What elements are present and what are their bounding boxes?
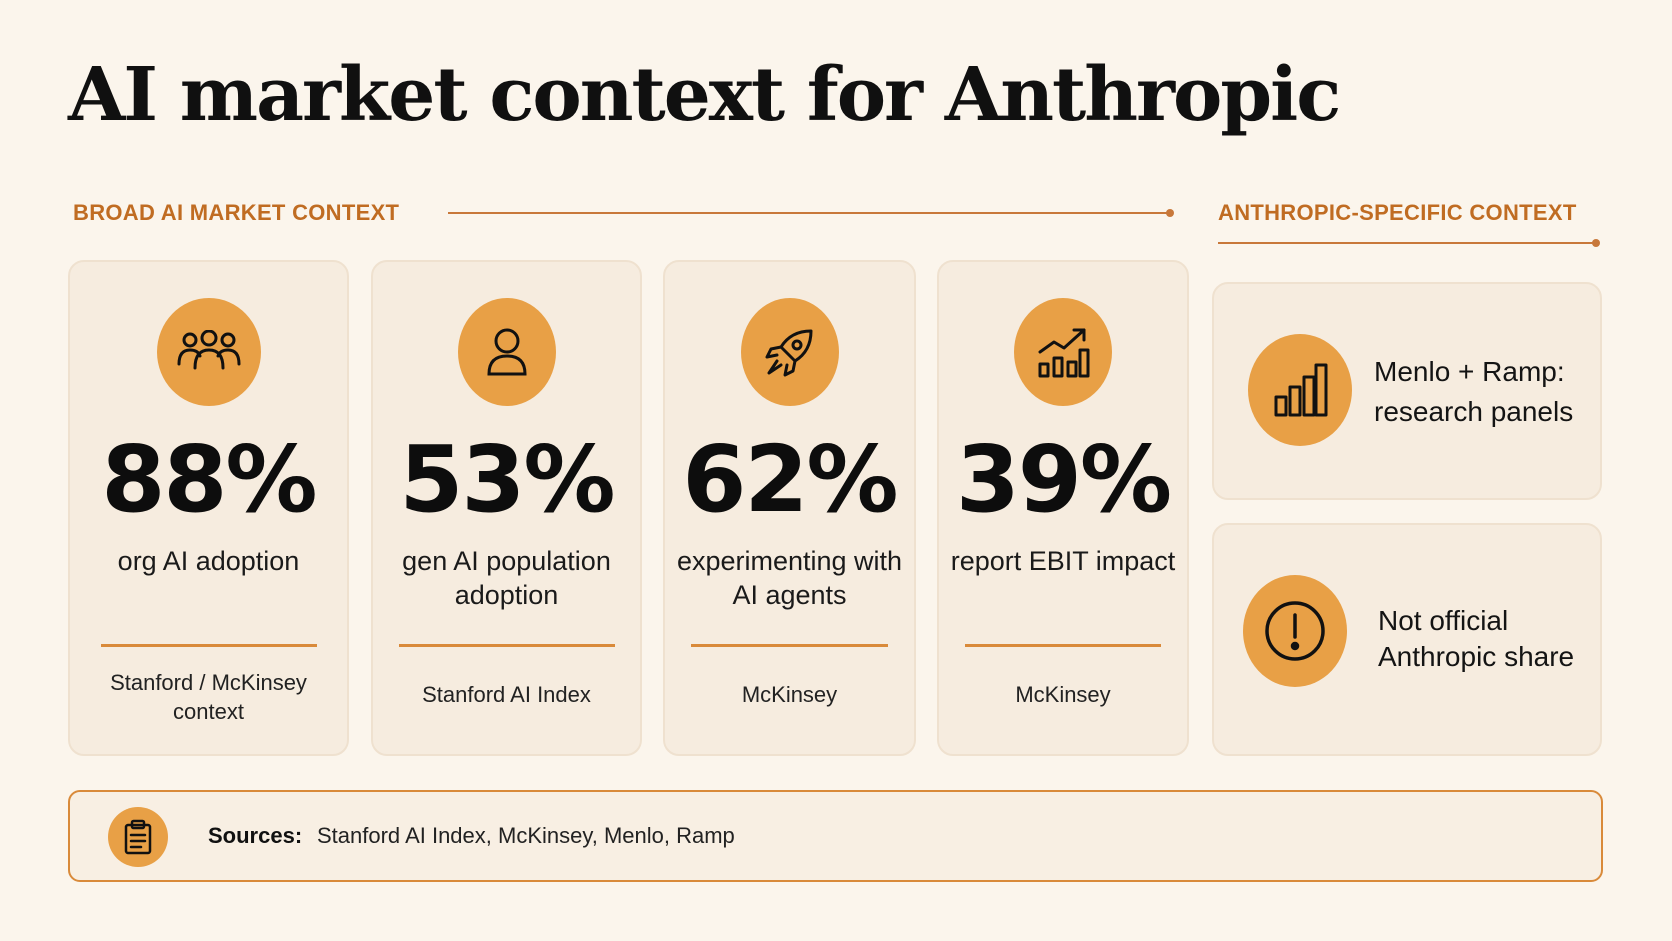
stat-description: org AI adoption [117,546,300,576]
person-icon [457,298,556,406]
stat-source: Stanford AI Index [422,682,591,707]
section-label-broad: BROAD AI MARKET CONTEXT [73,200,400,225]
stat-value: 88% [101,426,317,533]
stat-card-gen-ai-adoption: 53% gen AI population adoption Stanford … [371,260,642,756]
rocket-icon [740,298,839,406]
stat-description: experimenting with AI agents [676,546,903,610]
sources-bar: Sources: Stanford AI Index, McKinsey, Me… [68,790,1603,882]
exclamation-icon [1243,575,1347,687]
stat-description: gen AI population adoption [402,546,611,610]
clipboard-icon [108,807,168,867]
stat-card-org-adoption: 88% org AI adoption Stanford / McKinsey … [68,260,349,756]
stat-value: 53% [399,426,615,533]
side-card-research-panels: Menlo + Ramp: research panels [1212,282,1602,500]
divider [399,644,615,647]
stat-source: McKinsey [741,682,838,707]
stat-source: McKinsey [1015,682,1111,707]
page-title: AI market context for Anthropic [68,52,1341,138]
stat-value: 62% [682,426,898,533]
divider [691,644,888,647]
side-card-not-official-share: Not official Anthropic share [1212,523,1602,756]
stat-card-ebit-impact: 39% report EBIT impact McKinsey [937,260,1189,756]
stat-source: Stanford / McKinsey context [110,670,307,724]
sources-label: Sources: [208,823,303,848]
people-group-icon [156,298,261,406]
section-rule-broad [448,209,1174,217]
stat-description: report EBIT impact [950,546,1176,576]
growth-chart-icon [1014,298,1112,406]
sources-text: Stanford AI Index, McKinsey, Menlo, Ramp [317,823,735,848]
side-card-label: Menlo + Ramp: research panels [1374,356,1574,427]
section-label-specific: ANTHROPIC-SPECIFIC CONTEXT [1218,200,1577,225]
stat-value: 39% [955,426,1172,533]
divider [965,644,1161,647]
stat-card-ai-agents: 62% experimenting with AI agents McKinse… [663,260,916,756]
bar-chart-icon [1248,334,1352,446]
divider [101,644,317,647]
side-card-label: Not official Anthropic share [1378,605,1575,672]
section-rule-specific [1218,239,1600,247]
